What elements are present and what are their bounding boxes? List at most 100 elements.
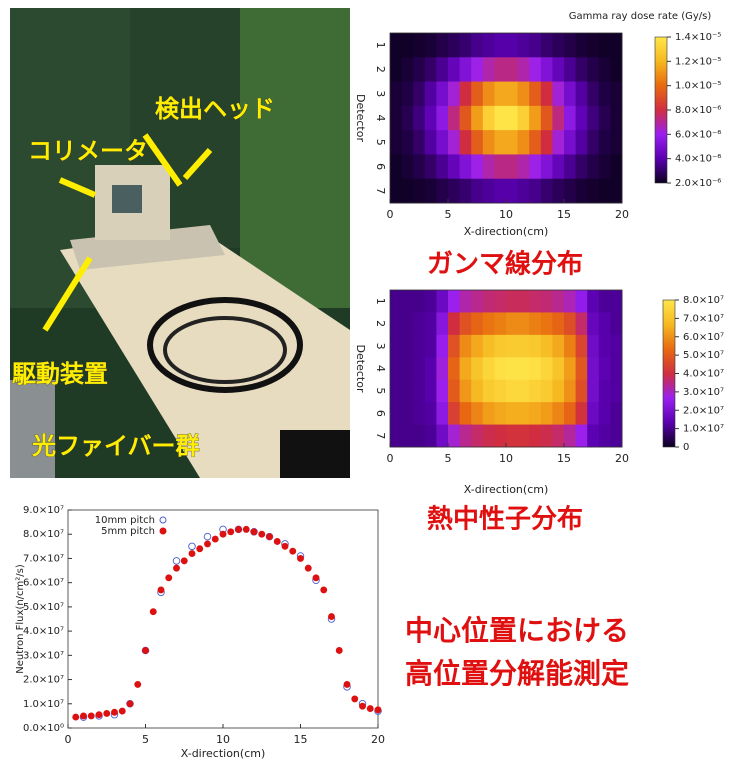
colorbar-tick-label: 1.0×10⁷ — [683, 424, 724, 435]
heat-cell — [610, 179, 622, 204]
heat-cell — [425, 154, 437, 179]
heat-cell — [576, 33, 588, 58]
heat-cell — [390, 179, 402, 204]
heat-cell — [448, 179, 460, 204]
heat-cell — [390, 425, 402, 448]
heat-cell — [483, 402, 495, 425]
data-point — [243, 526, 249, 532]
y-axis-label: Detector — [354, 345, 367, 393]
heat-cell — [552, 402, 564, 425]
data-point — [274, 538, 280, 544]
heat-cell — [529, 33, 541, 58]
data-point — [298, 555, 304, 561]
heat-cell — [541, 335, 553, 358]
data-point — [220, 531, 226, 537]
heat-cell — [518, 33, 530, 58]
heat-cell — [494, 130, 506, 155]
heat-cell — [541, 82, 553, 107]
heat-cell — [448, 402, 460, 425]
heat-cell — [436, 33, 448, 58]
heat-cell — [506, 179, 518, 204]
heat-cell — [599, 82, 611, 107]
heat-cell — [564, 33, 576, 58]
colorbar-tick-label: 2.0×10⁻⁶ — [675, 178, 721, 189]
heat-cell — [390, 33, 402, 58]
heat-cell — [576, 154, 588, 179]
heat-cell — [541, 425, 553, 448]
heat-cell — [390, 380, 402, 403]
heat-cell — [483, 425, 495, 448]
heat-cell — [552, 57, 564, 82]
heat-cell — [610, 57, 622, 82]
heat-cell — [564, 179, 576, 204]
heat-cell — [518, 425, 530, 448]
heat-cell — [494, 402, 506, 425]
heat-cell — [587, 425, 599, 448]
colorbar-tick-label: 6.0×10⁷ — [683, 332, 724, 343]
heat-cell — [390, 57, 402, 82]
heat-cell — [494, 357, 506, 380]
data-point — [344, 681, 350, 687]
heat-cell — [564, 380, 576, 403]
heat-cell — [518, 335, 530, 358]
data-point — [360, 703, 366, 709]
x-tick-label: 5 — [445, 208, 452, 221]
y-tick-label: 6 — [374, 163, 387, 170]
colorbar-tick-label: 3.0×10⁷ — [683, 387, 724, 398]
heat-cell — [425, 33, 437, 58]
data-point — [313, 575, 319, 581]
y-tick-label: 3 — [374, 90, 387, 97]
heat-cell — [436, 57, 448, 82]
heat-cell — [564, 335, 576, 358]
x-tick-label: 0 — [65, 733, 72, 746]
y-tick-label: 2.0×10⁷ — [23, 675, 64, 686]
heat-cell — [576, 106, 588, 131]
heat-cell — [460, 402, 472, 425]
heat-cell — [506, 357, 518, 380]
colorbar-title: Gamma ray dose rate (Gy/s) — [569, 11, 712, 22]
data-point — [204, 533, 211, 540]
heat-cell — [599, 179, 611, 204]
heat-cell — [471, 106, 483, 131]
y-axis-label: Detector — [354, 94, 367, 142]
heat-cell — [541, 130, 553, 155]
page: 検出ヘッド コリメータ 駆動装置 光ファイバー群 ガンマ線分布 熱中性子分布 中… — [0, 0, 734, 763]
heat-cell — [529, 179, 541, 204]
heat-cell — [529, 335, 541, 358]
heat-cell — [413, 179, 425, 204]
y-tick-label: 2 — [374, 320, 387, 327]
heat-cell — [506, 82, 518, 107]
heat-cell — [541, 380, 553, 403]
heat-cell — [460, 106, 472, 131]
heat-cell — [448, 130, 460, 155]
heat-cell — [599, 106, 611, 131]
heat-cell — [448, 57, 460, 82]
heat-cell — [483, 33, 495, 58]
heat-cell — [529, 82, 541, 107]
heat-cell — [541, 357, 553, 380]
data-point — [352, 696, 358, 702]
heat-cell — [552, 82, 564, 107]
heat-cell — [471, 290, 483, 313]
y-tick-label: 1.0×10⁷ — [23, 699, 64, 710]
heat-cell — [506, 380, 518, 403]
heat-cell — [436, 357, 448, 380]
x-tick-label: 15 — [557, 452, 571, 465]
heat-cell — [425, 179, 437, 204]
heat-cell — [610, 312, 622, 335]
heat-cell — [576, 402, 588, 425]
heat-cell — [518, 130, 530, 155]
heat-cell — [390, 130, 402, 155]
heat-cell — [552, 33, 564, 58]
heat-cell — [494, 425, 506, 448]
heat-cell — [402, 179, 414, 204]
heat-cell — [471, 335, 483, 358]
heat-cell — [425, 106, 437, 131]
heat-cell — [460, 154, 472, 179]
y-tick-label: 2 — [374, 66, 387, 73]
heat-cell — [541, 33, 553, 58]
y-tick-label: 5.0×10⁷ — [23, 602, 64, 613]
heat-cell — [518, 402, 530, 425]
data-point — [205, 541, 211, 547]
heat-cell — [587, 33, 599, 58]
